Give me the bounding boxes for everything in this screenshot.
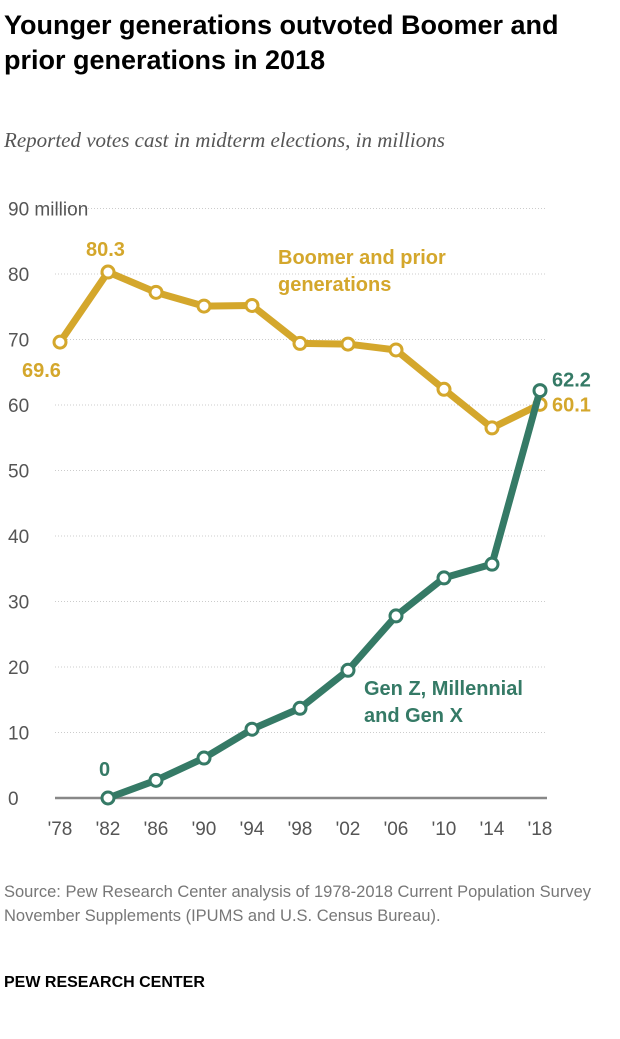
data-point (244, 721, 260, 737)
y-tick-label: 40 (8, 527, 29, 548)
data-point (388, 608, 404, 624)
data-point (436, 570, 452, 586)
series-line (106, 389, 544, 802)
data-point (148, 772, 164, 788)
x-tick-label: '06 (384, 819, 409, 840)
x-tick-label: '18 (528, 819, 553, 840)
data-point (244, 297, 260, 313)
data-label: 69.6 (22, 360, 61, 382)
data-point (340, 662, 356, 678)
y-tick-label: 0 (8, 789, 19, 810)
data-point (100, 264, 116, 280)
x-tick-label: '78 (48, 819, 73, 840)
y-tick-label: 50 (8, 462, 29, 483)
y-tick-label: 70 (8, 331, 29, 352)
x-tick-label: '82 (96, 819, 121, 840)
data-label: 62.2 (552, 370, 591, 392)
data-label: 0 (99, 759, 110, 781)
x-tick-label: '86 (144, 819, 169, 840)
x-tick-label: '14 (480, 819, 505, 840)
data-point (436, 381, 452, 397)
data-label: 80.3 (86, 239, 125, 261)
data-label: 60.1 (552, 394, 591, 416)
chart-subtitle: Reported votes cast in midterm elections… (4, 128, 445, 152)
source-note: Source: Pew Research Center analysis of … (4, 883, 591, 925)
x-tick-label: '02 (336, 819, 361, 840)
data-point (388, 342, 404, 358)
y-tick-label: 60 (8, 396, 29, 417)
data-point (148, 284, 164, 300)
data-point (292, 700, 308, 716)
data-point (484, 556, 500, 572)
data-point (340, 336, 356, 352)
data-point (532, 383, 548, 399)
y-tick-label: 20 (8, 658, 29, 679)
y-tick-label: 90 million (8, 200, 88, 221)
data-point (52, 334, 68, 350)
data-point (292, 335, 308, 351)
x-tick-label: '90 (192, 819, 217, 840)
y-tick-label: 10 (8, 724, 29, 745)
x-tick-label: '94 (240, 819, 265, 840)
x-tick-label: '10 (432, 819, 457, 840)
data-point (196, 750, 212, 766)
data-point (196, 298, 212, 314)
x-tick-label: '98 (288, 819, 313, 840)
series-label-boomer: Boomer and prior generations (278, 247, 446, 296)
chart-title: Younger generations outvoted Boomer and … (4, 10, 559, 75)
data-point (484, 420, 500, 436)
series-label-genz: Gen Z, Millennial and Gen X (364, 678, 523, 727)
y-tick-label: 30 (8, 593, 29, 614)
brand-label: PEW RESEARCH CENTER (4, 974, 205, 991)
y-tick-label: 80 (8, 265, 29, 286)
data-point (100, 790, 116, 806)
